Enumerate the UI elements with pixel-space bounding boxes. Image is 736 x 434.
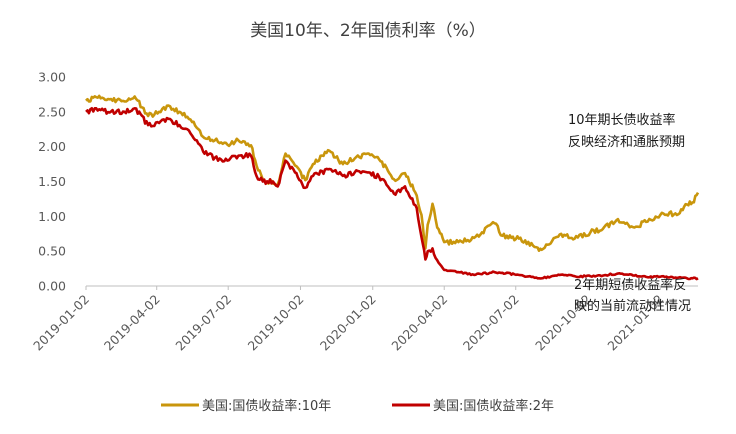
x-axis: 2019-01-02 2019-04-02 2019-07-02 2019-10-02… <box>30 286 666 353</box>
x-tick-label: 2019-04-02 <box>101 292 163 354</box>
y-tick-label: 3.00 <box>38 70 66 85</box>
x-tick-label: 2019-01-02 <box>30 292 92 354</box>
series-line-10y <box>85 94 700 252</box>
y-axis: 0.00 0.50 1.00 1.50 2.00 2.50 3.00 <box>38 70 66 294</box>
annotation-2y-line2: 映的当前流动性情况 <box>574 298 691 314</box>
y-tick-label: 2.50 <box>38 104 66 119</box>
legend: 美国:国债收益率:10年 美国:国债收益率:2年 <box>161 398 554 414</box>
annotation-group: 10年期长债收益率 反映经济和通胀预期 2年期短债收益率反 映的当前流动性情况 <box>568 112 691 314</box>
x-tick-label: 2019-10-02 <box>245 292 307 354</box>
x-tick-label: 2020-01-02 <box>317 292 379 354</box>
y-tick-label: 0.50 <box>38 244 66 259</box>
y-tick-label: 1.00 <box>38 209 66 224</box>
series-group <box>85 94 700 281</box>
annotation-10y-line2: 反映经济和通胀预期 <box>568 135 685 150</box>
legend-label-10y: 美国:国债收益率:10年 <box>202 398 331 414</box>
x-tick-label: 2020-04-02 <box>388 292 450 354</box>
annotation-2y-line1: 2年期短债收益率反 <box>574 277 686 293</box>
series-line-2y <box>85 107 699 281</box>
chart-title: 美国10年、2年国债利率（%） <box>250 21 486 41</box>
x-tick-label: 2020-07-02 <box>460 292 522 354</box>
y-tick-label: 0.00 <box>38 279 66 294</box>
legend-label-2y: 美国:国债收益率:2年 <box>433 398 554 414</box>
x-tick-label: 2019-07-02 <box>172 292 234 354</box>
annotation-10y-line1: 10年期长债收益率 <box>568 112 676 128</box>
y-tick-label: 2.00 <box>38 139 66 154</box>
y-tick-label: 1.50 <box>38 174 66 189</box>
